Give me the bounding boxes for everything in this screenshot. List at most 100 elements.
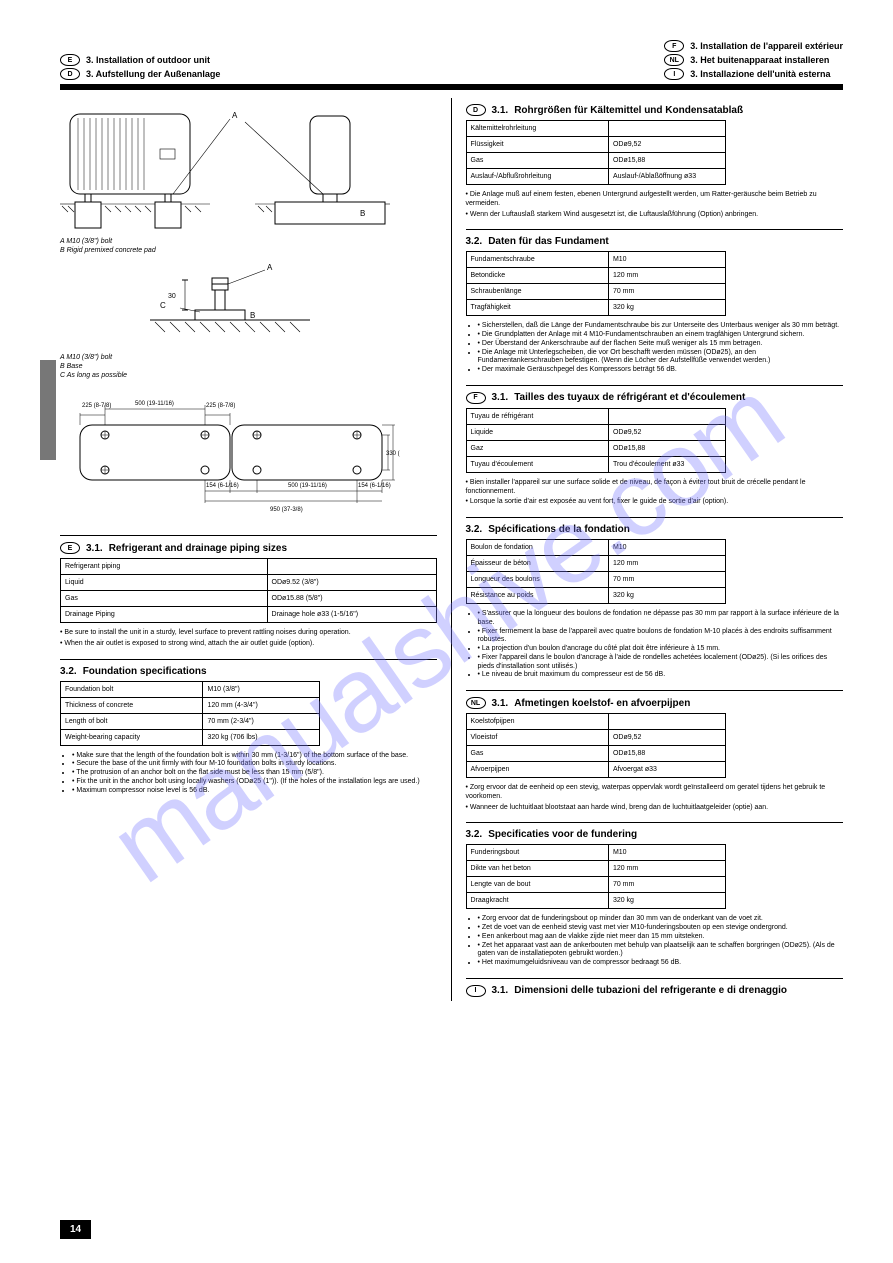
lang-title: 3. Installazione dell'unità esterna [690,69,830,79]
table-cell: Liquid [61,575,268,591]
svg-text:A: A [267,263,273,272]
table-cell [608,714,725,730]
section-number: 3.2. [60,666,77,677]
table-cell: Boulon de fondation [466,540,608,556]
table-cell: Trou d'écoulement ø33 [608,456,725,472]
list-item: • Der Überstand der Ankerschraube auf de… [478,340,844,349]
figure-mounting-dims: 225 (8-7/8) 500 (19-11/16) 225 (8-7/8) 1… [60,385,437,525]
table-cell: Funderingsbout [466,845,608,861]
table-cell: 320 kg [608,893,725,909]
side-tab [40,360,56,460]
section-header: E 3.1. Refrigerant and drainage piping s… [60,542,437,554]
svg-text:B: B [250,311,255,320]
table-cell: Refrigerant piping [61,559,268,575]
manual-page: manualshive.com E 3. Installation of out… [0,0,893,1263]
section-title: Tailles des tuyaux de réfrigérant et d'é… [514,392,745,403]
list-item: • Die Anlage mit Unterlegscheiben, die v… [478,349,844,367]
list-item: • Zet het apparaat vast aan de ankerbout… [478,942,844,960]
lang-bubble: NL [466,697,486,709]
svg-text:225 (8-7/8): 225 (8-7/8) [82,403,111,409]
lang-bubble: F [664,40,684,52]
section-rule [466,517,844,518]
spec-table: FundamentschraubeM10 Betondicke120 mm Sc… [466,251,726,316]
table-cell: Longueur des boulons [466,572,608,588]
table-cell: 70 mm [608,284,725,300]
table-cell: ODø15,88 [608,746,725,762]
section-rule [466,229,844,230]
section-title: Daten für das Fundament [488,236,609,247]
table-cell: Drainage hole ø33 (1-5/16") [267,607,436,623]
section-header: D 3.1. Rohrgrößen für Kältemittel und Ko… [466,104,844,116]
section-header: NL 3.1. Afmetingen koelstof- en afvoerpi… [466,697,844,709]
table-cell [267,559,436,575]
body-text: • Bien installer l'appareil sur une surf… [466,479,844,497]
header-rule [60,84,843,90]
table-cell: Auslauf-/Ablaßöffnung ø33 [608,169,725,185]
table-cell: ODø9,52 [608,137,725,153]
section-header: 3.2. Spécifications de la fondation [466,524,844,535]
section-header: I 3.1. Dimensioni delle tubazioni del re… [466,985,844,997]
lang-title: 3. Aufstellung der Außenanlage [86,69,220,79]
list-item: • Het maximumgeluidsniveau van de compre… [478,959,844,968]
table-cell: ODø9,52 [608,730,725,746]
table-cell: Liquide [466,424,608,440]
section-number: 3.1. [492,392,509,403]
svg-text:154 (6-1/16): 154 (6-1/16) [358,483,391,489]
page-number: 14 [60,1220,91,1239]
table-cell: Gas [466,153,608,169]
body-text: • Wenn der Luftauslaß starkem Wind ausge… [466,211,844,220]
lang-bubble: I [664,68,684,80]
lang-bubble: D [466,104,486,116]
section-title: Dimensioni delle tubazioni del refrigera… [514,985,787,996]
spec-table: FunderingsboutM10 Dikte van het beton120… [466,844,726,909]
body-list: • S'assurer que la longueur des boulons … [466,610,844,680]
section-header: 3.2. Specificaties voor de fundering [466,829,844,840]
section-header: 3.2. Foundation specifications [60,666,437,677]
figure-label: A M10 (3/8") bolt B Rigid premixed concr… [60,236,437,254]
spec-table: Tuyau de réfrigérant LiquideODø9,52 GazO… [466,408,726,473]
section-number: 3.1. [492,985,509,996]
table-cell: M10 (3/8") [203,681,320,697]
table-cell: Gas [61,591,268,607]
table-cell: Draagkracht [466,893,608,909]
spec-table: Foundation boltM10 (3/8") Thickness of c… [60,681,320,746]
lang-bubble: I [466,985,486,997]
table-cell [608,121,725,137]
lang-row: I 3. Installazione dell'unità esterna [664,68,843,80]
table-cell: Length of bolt [61,713,203,729]
table-cell: Thickness of concrete [61,697,203,713]
table-cell: ODø15.88 (5/8") [267,591,436,607]
table-cell: Betondicke [466,268,608,284]
figure-label: A M10 (3/8") bolt B Base C As long as po… [60,352,437,379]
svg-text:500 (19-11/16): 500 (19-11/16) [135,401,174,407]
table-cell: Koelstofpijpen [466,714,608,730]
table-cell: M10 [608,540,725,556]
svg-text:A: A [232,111,238,120]
table-cell: 320 kg (706 lbs) [203,729,320,745]
body-text: • Lorsque la sortie d'air est exposée au… [466,498,844,507]
section-header: 3.2. Daten für das Fundament [466,236,844,247]
figure-outdoor-units: A B A M10 (3/8") bolt B Ri [60,104,437,254]
section-number: 3.1. [86,543,103,554]
table-cell: Lengte van de bout [466,877,608,893]
lang-bubble: E [60,542,80,554]
section-rule [60,659,437,660]
list-item: • Make sure that the length of the found… [72,752,437,761]
section-header: F 3.1. Tailles des tuyaux de réfrigérant… [466,392,844,404]
table-cell: Fundamentschraube [466,252,608,268]
table-cell: Foundation bolt [61,681,203,697]
svg-text:C: C [160,301,166,310]
section-number: 3.2. [466,524,483,535]
table-cell: M10 [608,252,725,268]
spec-table: Kältemittelrohrleitung FlüssigkeitODø9,5… [466,120,726,185]
section-number: 3.2. [466,829,483,840]
list-item: • Secure the base of the unit firmly wit… [72,760,437,769]
lang-bubble: D [60,68,80,80]
list-item: • Maximum compressor noise level is 56 d… [72,787,437,796]
table-cell: Drainage Piping [61,607,268,623]
table-cell: Tuyau d'écoulement [466,456,608,472]
lang-title: 3. Het buitenapparaat installeren [690,55,829,65]
section-number: 3.1. [492,698,509,709]
body-columns: A B A M10 (3/8") bolt B Ri [60,98,843,1001]
list-item: • Le niveau de bruit maximum du compress… [478,671,844,680]
